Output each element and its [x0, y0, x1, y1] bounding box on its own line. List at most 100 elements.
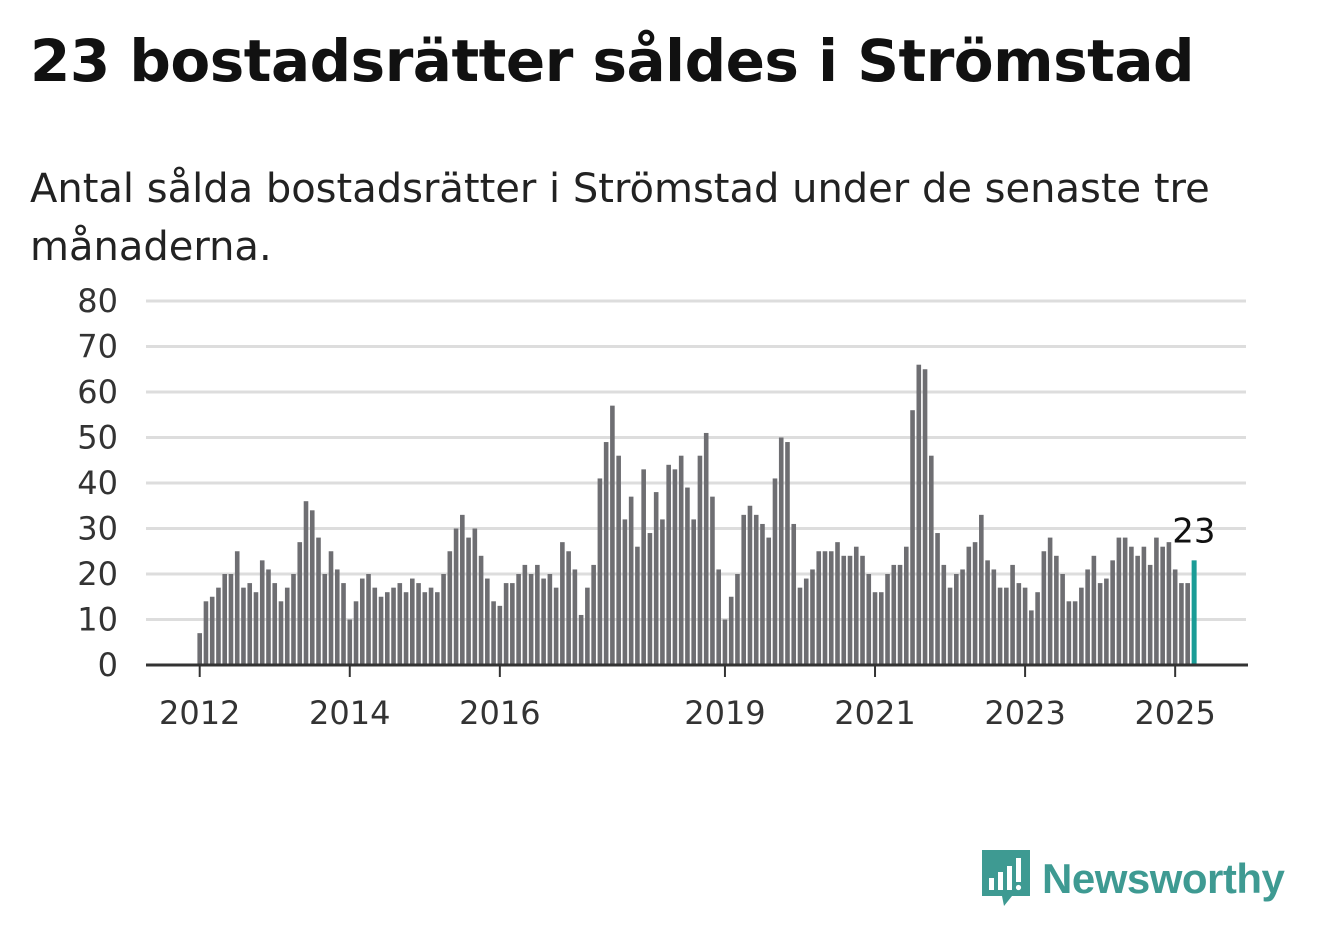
- bar: [353, 601, 359, 665]
- bar: [647, 533, 653, 665]
- bar: [516, 574, 521, 665]
- bar: [553, 587, 559, 665]
- bar: [366, 574, 371, 665]
- bar: [1179, 583, 1184, 665]
- bar: [891, 564, 897, 665]
- bar: [341, 583, 346, 665]
- bar: [991, 569, 997, 665]
- brand-name: Newsworthy: [1042, 855, 1285, 902]
- data-label-latest: 23: [1172, 511, 1215, 551]
- bar: [422, 592, 428, 665]
- bar: [960, 569, 965, 665]
- bar: [416, 583, 421, 665]
- bar: [560, 542, 565, 665]
- y-axis-ticks: 0 10 20 30 40 50 60 70 80: [77, 282, 118, 684]
- bar: [1129, 546, 1134, 665]
- bar: [1097, 583, 1103, 665]
- bar: [860, 555, 865, 665]
- bar: [535, 564, 540, 665]
- x-tick-label: 2012: [159, 694, 240, 732]
- chart-subtitle: Antal sålda bostadsrätter i Strömstad un…: [30, 166, 1210, 270]
- bar: [841, 555, 847, 665]
- x-tick-label: 2025: [1134, 694, 1215, 732]
- bar: [241, 587, 246, 665]
- bar: [1085, 569, 1090, 665]
- bar: [1122, 537, 1128, 665]
- y-tick-label: 60: [77, 373, 118, 411]
- bar: [510, 583, 515, 665]
- bar: [291, 574, 296, 665]
- y-tick-label: 40: [77, 464, 118, 502]
- bar: [472, 528, 478, 665]
- bar: [1079, 587, 1084, 665]
- bar: [653, 492, 659, 665]
- bar: [816, 551, 822, 665]
- bar: [1116, 537, 1122, 665]
- bar: [672, 469, 678, 665]
- bar: [716, 569, 721, 665]
- bar: [397, 583, 403, 665]
- bar: [997, 587, 1003, 665]
- bar: [328, 551, 334, 665]
- bar: [197, 633, 202, 665]
- bar: [591, 564, 596, 665]
- bar: [691, 519, 696, 665]
- bar: [1035, 592, 1040, 665]
- bar: [372, 587, 378, 665]
- bar: [1135, 555, 1140, 665]
- bar: [778, 437, 784, 665]
- bar: [453, 528, 459, 665]
- bar: [1054, 555, 1059, 665]
- bar: [878, 592, 884, 665]
- bar: [1154, 537, 1159, 665]
- bars: [197, 364, 1197, 665]
- bar: [966, 546, 972, 665]
- bar: [359, 578, 365, 665]
- bar: [753, 514, 759, 665]
- bar: [1141, 546, 1147, 665]
- bar: [660, 519, 665, 665]
- bar: [910, 410, 915, 665]
- bar: [1060, 574, 1065, 665]
- bar: [566, 551, 571, 665]
- bar: [222, 574, 228, 665]
- y-tick-label: 10: [77, 601, 118, 639]
- bar: [979, 514, 984, 665]
- bar: [616, 455, 621, 665]
- bar: [585, 587, 590, 665]
- bar: [403, 592, 409, 665]
- bar: [441, 574, 446, 665]
- bar: [835, 542, 840, 665]
- bar: [903, 546, 909, 665]
- bar: [272, 583, 278, 665]
- bar: [259, 560, 265, 665]
- bar: [1110, 560, 1115, 665]
- bar: [828, 551, 834, 665]
- bar: [947, 587, 953, 665]
- bar: [334, 569, 340, 665]
- y-tick-label: 20: [77, 555, 118, 593]
- bar: [603, 442, 609, 665]
- bar: [941, 564, 947, 665]
- bar: [1016, 583, 1022, 665]
- bar: [897, 564, 903, 665]
- bar: [1010, 564, 1015, 665]
- bar: [284, 587, 290, 665]
- bar: [435, 592, 440, 665]
- bar: [885, 574, 890, 665]
- bar: [872, 592, 878, 665]
- x-tick-label: 2014: [309, 694, 390, 732]
- bar: [1029, 610, 1034, 665]
- x-tick-label: 2019: [684, 694, 765, 732]
- bar: [766, 537, 772, 665]
- bar: [428, 587, 434, 665]
- bar: [728, 596, 734, 665]
- bar: [216, 587, 221, 665]
- bar: [678, 455, 684, 665]
- y-tick-label: 30: [77, 510, 118, 548]
- bar: [322, 574, 328, 665]
- bar: [316, 537, 321, 665]
- bar: [309, 510, 315, 665]
- bar: [266, 569, 271, 665]
